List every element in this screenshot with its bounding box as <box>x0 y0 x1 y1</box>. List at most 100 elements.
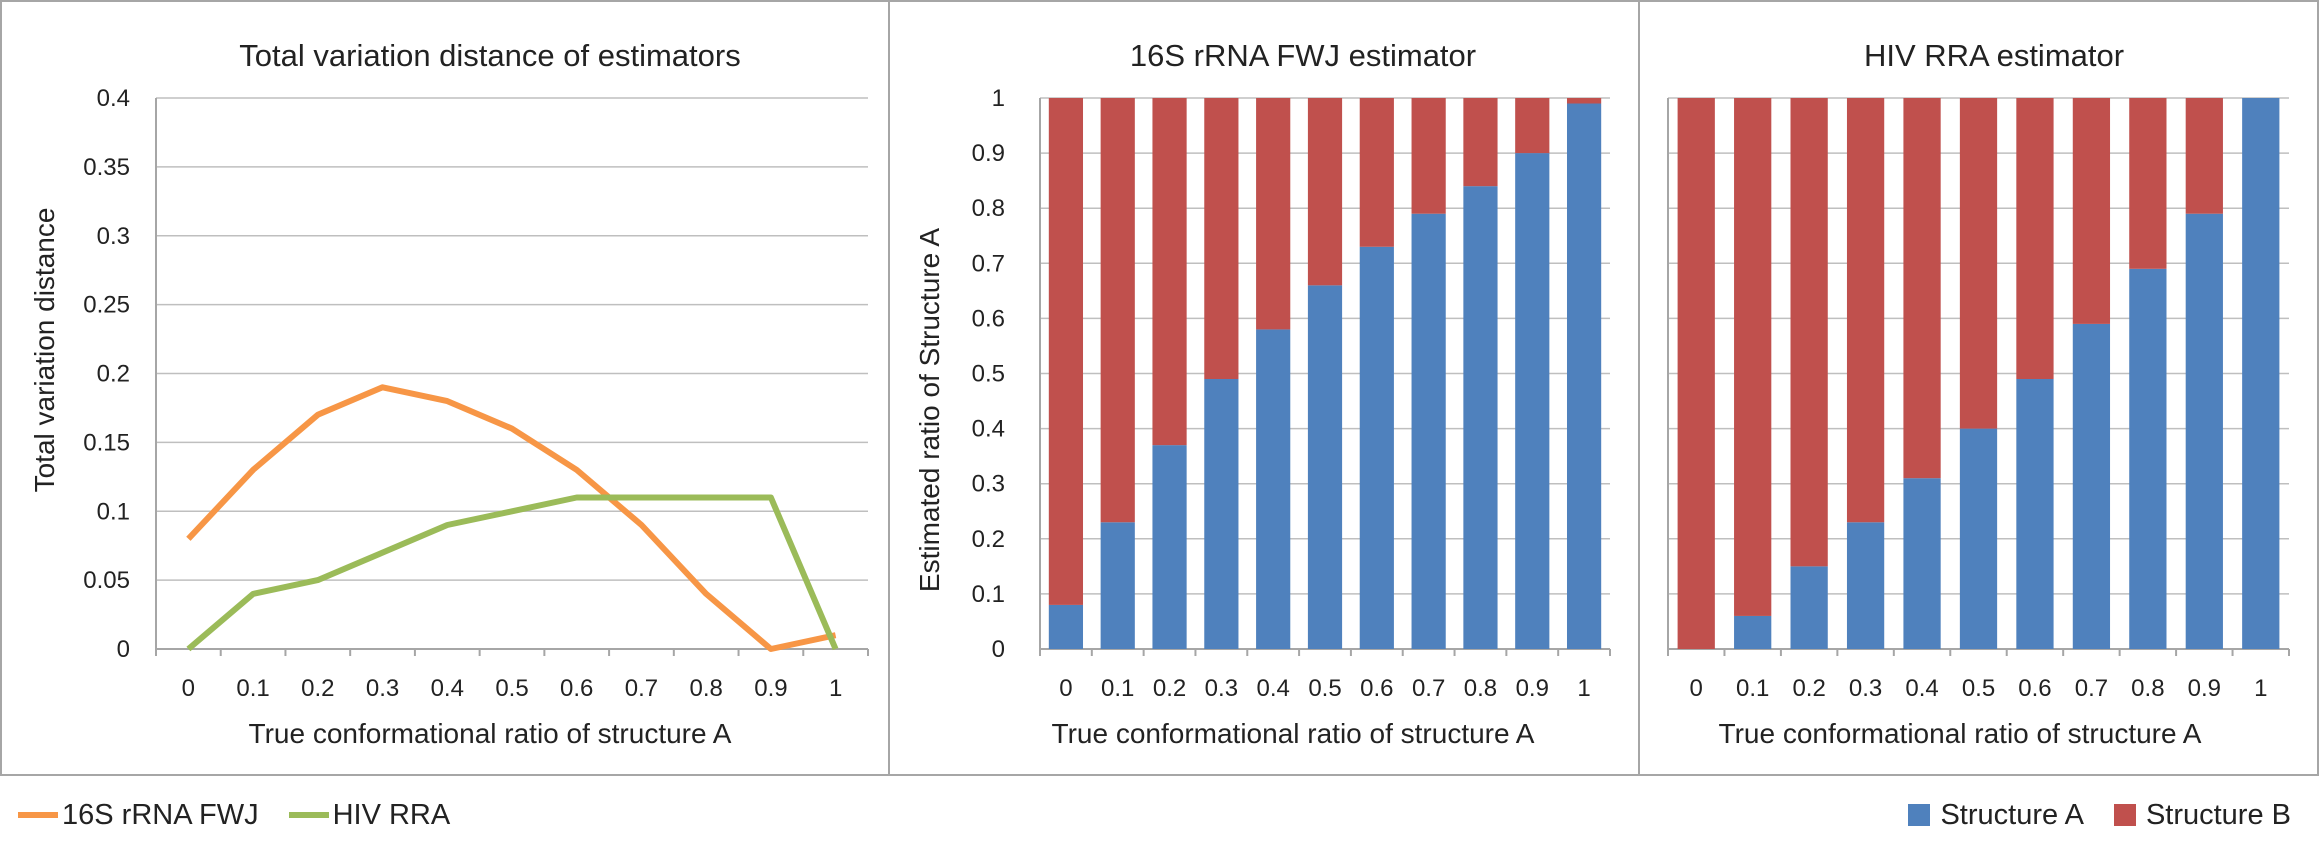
bar-structure-b <box>1959 98 1998 429</box>
hiv-bar-chart: 0 0.1 0.2 0.3 0.4 0.5 0.6 0.7 0.8 0.9 1 HIV RRA es… <box>1667 38 2290 749</box>
legend-item-16s: 16S rRNA FWJ <box>18 799 259 832</box>
bar-structure-b <box>2016 98 2054 380</box>
red-square-swatch-icon <box>2113 804 2136 826</box>
y-tick-label: 0.3 <box>97 223 130 250</box>
x-tick-label: 0.6 <box>560 675 593 702</box>
legend-item-structure-a: Structure A <box>1908 798 2084 832</box>
x-tick-label: 0.2 <box>301 675 334 702</box>
bar-structure-b <box>2072 98 2111 324</box>
x-tick-label: 0.7 <box>625 675 658 702</box>
series-line-16s-rrna-fwj <box>186 384 837 652</box>
x-tick-label: 0.7 <box>2075 675 2108 702</box>
x-tick-label: 1 <box>2254 675 2267 702</box>
bar-structure-a <box>1790 566 1828 649</box>
bar-structure-b <box>1790 98 1828 567</box>
x-axis-label: True conformational ratio of structure A <box>1052 718 1535 749</box>
green-line-swatch-icon <box>288 812 329 818</box>
series-line-hiv-rra <box>186 494 839 652</box>
x-tick-label: 0.3 <box>1205 675 1238 702</box>
y-tick-label: 0 <box>117 636 130 663</box>
bar-structure-a <box>2129 268 2167 649</box>
bar-structure-b <box>1152 98 1187 446</box>
x-tick-label: 0.8 <box>689 675 722 702</box>
bar-structure-b <box>1048 98 1084 605</box>
y-tick-label: 0.5 <box>972 361 1005 388</box>
orange-line-swatch-icon <box>18 812 58 818</box>
bar-structure-b <box>2185 98 2223 214</box>
x-tick-label: 0.5 <box>495 675 528 702</box>
y-axis-label: Total variation distance <box>29 208 60 493</box>
x-tick-label: 0.5 <box>1308 675 1341 702</box>
x-tick-label: 0.1 <box>1736 675 1769 702</box>
bar-structure-a <box>1734 615 1772 649</box>
y-tick-label: 0 <box>992 636 1005 663</box>
bar-structure-b <box>1566 98 1602 104</box>
x-tick-label: 0.8 <box>1464 675 1497 702</box>
bar-structure-b <box>2129 98 2167 269</box>
legend-label: Structure A <box>1940 798 2084 831</box>
bar-structure-a <box>1463 186 1498 649</box>
chart-title: 16S rRNA FWJ estimator <box>1130 38 1476 73</box>
bar-structure-a <box>2072 323 2111 649</box>
legend-label: HIV RRA <box>332 798 451 831</box>
y-tick-label: 0.8 <box>972 195 1005 222</box>
bar-structure-a <box>1152 445 1187 649</box>
x-tick-label: 0 <box>182 675 195 702</box>
legend-item-hiv: HIV RRA <box>288 798 451 832</box>
bar-structure-b <box>1100 98 1135 523</box>
y-tick-label: 0.7 <box>972 250 1005 277</box>
fwj-bar-chart: 0 0.1 0.2 0.3 0.4 0.5 0.6 0.7 0.8 0.9 1 0 0.1 0.2 0.3… <box>914 38 1611 749</box>
y-tick-label: 0.2 <box>97 361 130 388</box>
chart-title: HIV RRA estimator <box>1864 38 2124 73</box>
bar-structure-a <box>1204 379 1239 649</box>
y-tick-label: 0.4 <box>97 85 130 112</box>
y-tick-label: 0.25 <box>83 292 130 319</box>
bar-structure-a <box>1903 478 1941 649</box>
bar-structure-b <box>1515 98 1550 154</box>
bar-structure-a <box>1100 522 1135 649</box>
x-tick-label: 0.3 <box>1849 675 1882 702</box>
bar-structure-b <box>1307 98 1343 286</box>
legend-label: 16S rRNA FWJ <box>62 798 259 831</box>
x-tick-label: 1 <box>1577 675 1590 702</box>
line-chart-panel <box>0 0 890 776</box>
bar-structure-a <box>1515 153 1550 649</box>
y-tick-label: 0.2 <box>972 526 1005 553</box>
x-tick-label: 0.8 <box>2131 675 2164 702</box>
x-tick-label: 0.2 <box>1792 675 1825 702</box>
bar-structure-b <box>1677 98 1715 649</box>
bar-structure-b <box>1359 98 1394 247</box>
x-tick-label: 0.6 <box>2018 675 2051 702</box>
line-chart: 0 0.05 0.1 0.15 0.2 0.25 0.3 0.35 0.4 0 0.1 0.2 0.3… <box>29 38 869 749</box>
x-tick-label: 0.3 <box>366 675 399 702</box>
bar-structure-a <box>1048 604 1084 649</box>
x-tick-label: 0.9 <box>2188 675 2221 702</box>
y-tick-label: 0.35 <box>83 154 130 181</box>
bar-structure-a <box>1566 103 1602 649</box>
y-tick-label: 0.1 <box>97 498 130 525</box>
bar-structure-b <box>1204 98 1239 380</box>
bar-structure-b <box>1846 98 1885 523</box>
y-tick-label: 0.1 <box>972 581 1005 608</box>
bar-chart-legend: Structure A Structure B <box>1908 795 2291 835</box>
y-tick-label: 0.05 <box>83 567 130 594</box>
y-tick-label: 0.3 <box>972 471 1005 498</box>
y-tick-label: 0.4 <box>972 416 1005 443</box>
bar-structure-b <box>1411 98 1446 214</box>
blue-square-swatch-icon <box>1908 804 1931 826</box>
bar-structure-a <box>1959 428 1998 649</box>
bar-structure-a <box>1411 213 1446 649</box>
bar-structure-a <box>1846 522 1885 649</box>
line-chart-legend: 16S rRNA FWJ HIV RRA <box>18 795 450 835</box>
y-tick-label: 0.6 <box>972 305 1005 332</box>
bar-structure-b <box>1463 98 1498 187</box>
x-tick-label: 0.9 <box>1516 675 1549 702</box>
y-tick-label: 1 <box>992 85 1005 112</box>
x-axis-label: True conformational ratio of structure A <box>249 718 732 749</box>
x-tick-label: 0.2 <box>1153 675 1186 702</box>
y-tick-label: 0.9 <box>972 140 1005 167</box>
y-tick-label: 0.15 <box>83 429 130 456</box>
bar-structure-a <box>1359 246 1394 649</box>
x-tick-label: 0.4 <box>1256 675 1289 702</box>
